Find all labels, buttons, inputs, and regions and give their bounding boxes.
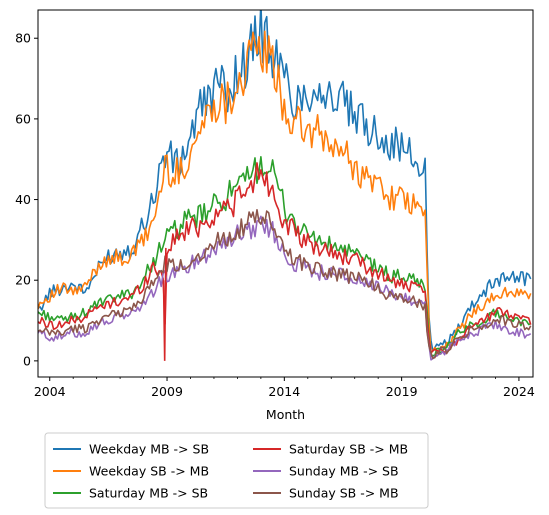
legend-label-0: Weekday MB -> SB	[89, 442, 209, 457]
series-dip-mark	[162, 247, 167, 361]
series-line-2	[38, 156, 532, 358]
legend-label-3: Saturday SB -> MB	[289, 442, 408, 457]
axes: 0 20 40 60 80 2004 2009 2014 2019 2024	[15, 9, 535, 399]
x-tick-label-2004: 2004	[34, 384, 66, 399]
series-line-1	[38, 30, 532, 356]
y-tick-label-0: 0	[23, 353, 31, 368]
legend-label-5: Sunday SB -> MB	[289, 486, 399, 501]
y-tick-label-80: 80	[15, 31, 31, 46]
x-axis-title: Month	[266, 407, 305, 422]
plot-frame	[37, 9, 534, 378]
legend-label-2: Saturday MB -> SB	[89, 486, 208, 501]
plot-area	[38, 10, 532, 361]
y-tick-label-60: 60	[15, 111, 31, 126]
legend-label-1: Weekday SB -> MB	[89, 464, 209, 479]
series-line-5	[38, 209, 532, 360]
y-tick-label-40: 40	[15, 192, 31, 207]
y-tick-label-20: 20	[15, 273, 31, 288]
x-tick-label-2024: 2024	[503, 384, 535, 399]
x-tick-label-2014: 2014	[268, 384, 300, 399]
legend-label-4: Sunday MB -> SB	[289, 464, 399, 479]
legend-box	[44, 432, 429, 509]
x-tick-label-2009: 2009	[151, 384, 183, 399]
legend: Weekday MB -> SB Weekday SB -> MB Saturday…	[44, 432, 429, 509]
x-tick-label-2019: 2019	[386, 384, 418, 399]
